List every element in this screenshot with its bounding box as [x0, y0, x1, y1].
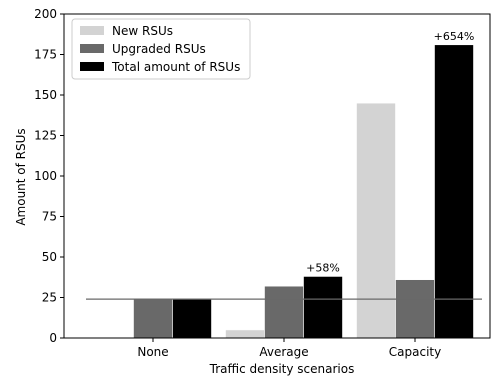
legend-swatch-new-rsus [80, 26, 104, 35]
legend-frame [71, 18, 251, 80]
y-tick-label-100: 100 [34, 169, 57, 183]
bar-total-amount-of-rsus-none [172, 298, 212, 339]
bar-new-rsus-average [225, 329, 265, 339]
y-tick-label-150: 150 [34, 88, 57, 102]
legend-label-new-rsus: New RSUs [112, 24, 173, 38]
y-tick-label-175: 175 [34, 48, 57, 62]
bar-upgraded-rsus-none [133, 298, 173, 339]
legend: New RSUs Upgraded RSUs Total amount of R… [71, 18, 251, 80]
bar-upgraded-rsus-capacity [395, 279, 435, 339]
bars-group [133, 44, 474, 339]
annotation-capacity: +654% [434, 30, 475, 43]
legend-swatch-total-rsus [80, 62, 104, 71]
legend-label-upgraded-rsus: Upgraded RSUs [112, 42, 206, 56]
x-axis-label: Traffic density scenarios [209, 362, 355, 376]
x-tick-label-none: None [137, 345, 168, 359]
bar-total-amount-of-rsus-capacity [434, 44, 474, 339]
bar-total-amount-of-rsus-average [303, 276, 343, 339]
x-tick-label-average: Average [259, 345, 308, 359]
x-tick-label-capacity: Capacity [389, 345, 441, 359]
legend-swatch-upgraded-rsus [80, 44, 104, 53]
y-tick-label-75: 75 [42, 210, 57, 224]
y-tick-label-200: 200 [34, 7, 57, 21]
y-axis-label: Amount of RSUs [14, 128, 28, 225]
y-tick-label-25: 25 [42, 291, 57, 305]
y-tick-label-125: 125 [34, 129, 57, 143]
y-tick-label-0: 0 [49, 331, 57, 345]
legend-label-total-rsus: Total amount of RSUs [111, 60, 240, 74]
y-tick-label-50: 50 [42, 250, 57, 264]
bar-new-rsus-capacity [356, 102, 396, 339]
bar-upgraded-rsus-average [264, 285, 304, 339]
annotation-average: +58% [306, 261, 340, 274]
